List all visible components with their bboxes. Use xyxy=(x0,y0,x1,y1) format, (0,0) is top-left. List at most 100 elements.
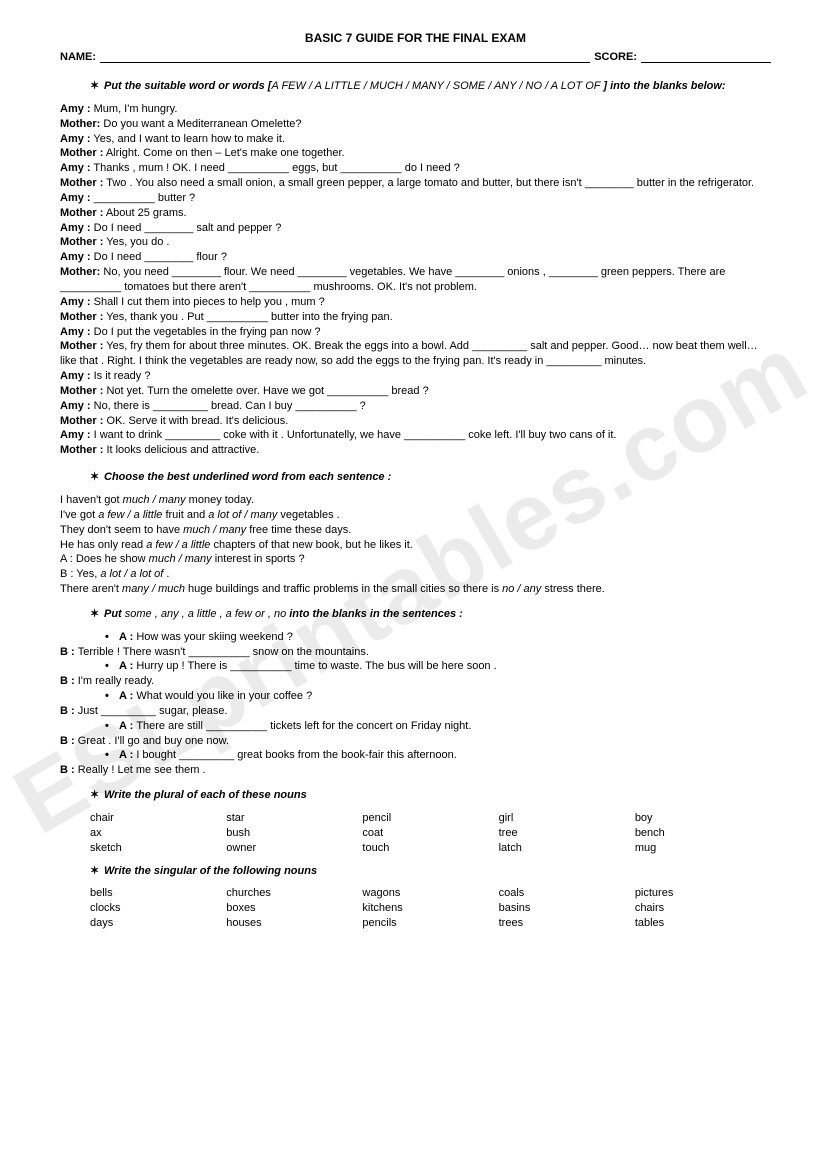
speaker-label: Mother : xyxy=(60,415,103,427)
dialog-line: Amy : __________ butter ? xyxy=(60,191,771,206)
dialog-text: __________ butter ? xyxy=(91,192,196,204)
score-input-line[interactable] xyxy=(641,50,771,63)
dialog-text: Do you want a Mediterranean Omelette? xyxy=(100,118,301,130)
dialog-line: Amy : Do I need ________ salt and pepper… xyxy=(60,221,771,236)
dialog-text: Two . You also need a small onion, a sma… xyxy=(103,177,754,189)
dialog-line: Amy : Is it ready ? xyxy=(60,369,771,384)
word-cell: chair xyxy=(90,811,226,826)
word-column: coalsbasinstrees xyxy=(499,886,635,931)
ex1-dialog: Amy : Mum, I'm hungry.Mother: Do you wan… xyxy=(60,102,771,458)
ex3-line-a: •A : Hurry up ! There is __________ time… xyxy=(105,659,771,674)
score-label: SCORE: xyxy=(594,50,637,65)
speaker-label: Mother: xyxy=(60,118,100,130)
dialog-text: Not yet. Turn the omelette over. Have we… xyxy=(103,385,428,397)
bullet-icon: ✶ xyxy=(90,864,104,879)
dialog-line: Amy : Do I need ________ flour ? xyxy=(60,250,771,265)
speaker-label: Mother: xyxy=(60,266,100,278)
dialog-line: Mother : Yes, thank you . Put __________… xyxy=(60,310,771,325)
ex5-instr: Write the singular of the following noun… xyxy=(104,864,317,879)
ex3-line-a: •A : What would you like in your coffee … xyxy=(105,689,771,704)
word-cell: coat xyxy=(362,826,498,841)
dialog-text: Yes, and I want to learn how to make it. xyxy=(91,133,285,145)
dialog-text: Shall I cut them into pieces to help you… xyxy=(91,296,325,308)
ex2-line: They don't seem to have much / many free… xyxy=(60,523,771,538)
name-input-line[interactable] xyxy=(100,50,590,63)
word-cell: boxes xyxy=(226,901,362,916)
ex3-body: •A : How was your skiing weekend ?B : Te… xyxy=(60,630,771,778)
ex2-line: I haven't got much / many money today. xyxy=(60,493,771,508)
ex2-heading: ✶ Choose the best underlined word from e… xyxy=(90,470,771,485)
word-column: bellsclocksdays xyxy=(90,886,226,931)
name-label: NAME: xyxy=(60,50,96,65)
word-cell: bush xyxy=(226,826,362,841)
word-column: churchesboxeshouses xyxy=(226,886,362,931)
word-cell: wagons xyxy=(362,886,498,901)
ex1-instr-b: A FEW / A LITTLE / MUCH / MANY / SOME / … xyxy=(271,80,603,92)
speaker-label: Amy : xyxy=(60,370,91,382)
dialog-text: I want to drink _________ coke with it .… xyxy=(91,429,617,441)
dialog-line: Mother: No, you need ________ flour. We … xyxy=(60,265,771,295)
word-cell: trees xyxy=(499,916,635,931)
ex5-table: bellsclocksdayschurchesboxeshouseswagons… xyxy=(90,886,771,931)
word-column: chairaxsketch xyxy=(90,811,226,856)
ex2-body: I haven't got much / many money today.I'… xyxy=(60,493,771,597)
ex3-line-b: B : Great . I'll go and buy one now. xyxy=(60,734,771,749)
speaker-label: Amy : xyxy=(60,162,91,174)
speaker-label: Amy : xyxy=(60,103,91,115)
dialog-text: No, you need ________ flour. We need ___… xyxy=(60,266,725,293)
speaker-label: Mother : xyxy=(60,385,103,397)
ex3-line-b: B : Just _________ sugar, please. xyxy=(60,704,771,719)
dialog-text: Do I put the vegetables in the frying pa… xyxy=(91,326,321,338)
speaker-label: Mother : xyxy=(60,177,103,189)
dialog-line: Mother : About 25 grams. xyxy=(60,206,771,221)
dialog-line: Amy : Thanks , mum ! OK. I need ________… xyxy=(60,161,771,176)
speaker-label: Amy : xyxy=(60,251,91,263)
speaker-label: Mother : xyxy=(60,147,103,159)
word-cell: boy xyxy=(635,811,771,826)
speaker-label: Amy : xyxy=(60,326,91,338)
word-cell: days xyxy=(90,916,226,931)
ex3-line-a: •A : How was your skiing weekend ? xyxy=(105,630,771,645)
word-cell: tree xyxy=(499,826,635,841)
ex2-line: A : Does he show much / many interest in… xyxy=(60,552,771,567)
dialog-line: Amy : Yes, and I want to learn how to ma… xyxy=(60,132,771,147)
dialog-line: Mother : Two . You also need a small oni… xyxy=(60,176,771,191)
word-cell: houses xyxy=(226,916,362,931)
word-cell: latch xyxy=(499,841,635,856)
dialog-text: OK. Serve it with bread. It's delicious. xyxy=(103,415,288,427)
dialog-line: Mother : OK. Serve it with bread. It's d… xyxy=(60,414,771,429)
dialog-line: Amy : No, there is _________ bread. Can … xyxy=(60,399,771,414)
dialog-text: Is it ready ? xyxy=(91,370,151,382)
ex1-heading: ✶ Put the suitable word or words [A FEW … xyxy=(90,79,771,94)
ex2-line: B : Yes, a lot / a lot of . xyxy=(60,567,771,582)
bullet-icon: ✶ xyxy=(90,470,104,485)
dialog-line: Mother : Yes, you do . xyxy=(60,235,771,250)
speaker-label: Amy : xyxy=(60,429,91,441)
ex2-line: He has only read a few / a little chapte… xyxy=(60,538,771,553)
word-column: pencilcoattouch xyxy=(362,811,498,856)
dialog-line: Mother : Alright. Come on then – Let's m… xyxy=(60,146,771,161)
word-cell: bells xyxy=(90,886,226,901)
word-cell: tables xyxy=(635,916,771,931)
speaker-label: Amy : xyxy=(60,192,91,204)
ex4-heading: ✶ Write the plural of each of these noun… xyxy=(90,788,771,803)
word-cell: star xyxy=(226,811,362,826)
dialog-text: About 25 grams. xyxy=(103,207,186,219)
ex4-table: chairaxsketchstarbushownerpencilcoattouc… xyxy=(90,811,771,856)
ex3-line-b: B : Terrible ! There wasn't __________ s… xyxy=(60,645,771,660)
dialog-text: Thanks , mum ! OK. I need __________ egg… xyxy=(91,162,460,174)
ex2-instr: Choose the best underlined word from eac… xyxy=(104,470,391,485)
ex3-heading: ✶ Put some , any , a little , a few or ,… xyxy=(90,607,771,622)
dialog-line: Amy : Shall I cut them into pieces to he… xyxy=(60,295,771,310)
dialog-line: Amy : Mum, I'm hungry. xyxy=(60,102,771,117)
word-column: starbushowner xyxy=(226,811,362,856)
ex1-instr-c: ] into the blanks below: xyxy=(603,80,725,92)
dialog-text: No, there is _________ bread. Can I buy … xyxy=(91,400,366,412)
bullet-icon: ✶ xyxy=(90,788,104,803)
dialog-text: Yes, you do . xyxy=(103,236,169,248)
word-cell: pencil xyxy=(362,811,498,826)
dialog-text: Yes, fry them for about three minutes. O… xyxy=(60,340,758,367)
word-cell: bench xyxy=(635,826,771,841)
bullet-icon: ✶ xyxy=(90,607,104,622)
ex3-line-b: B : Really ! Let me see them . xyxy=(60,763,771,778)
